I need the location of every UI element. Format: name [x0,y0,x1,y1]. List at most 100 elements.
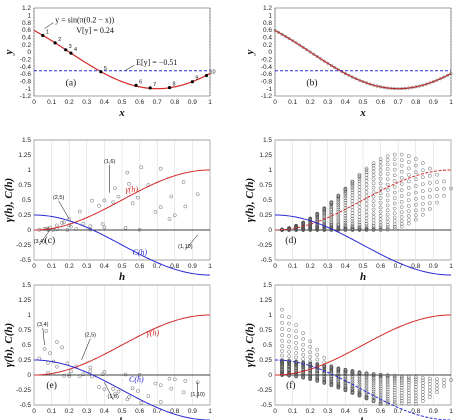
covariance-cloud-point [378,401,383,405]
variogram-cloud-point [406,209,411,214]
grid-sample-point [389,86,393,90]
variogram-cloud-point [350,223,355,228]
covariance-cloud-point [371,385,376,390]
variogram-cloud-point [364,190,369,194]
x-tick-label: 0 [32,99,36,106]
variogram-cloud-point [406,204,411,208]
y-tick-label: 1 [27,312,31,319]
covariance-cloud-point [123,372,128,377]
covariance-cloud-point [392,385,397,390]
covariance-cloud-point [435,377,439,381]
grid-sample-point [421,83,425,87]
covariance-cloud-point [399,391,404,395]
covariance-cloud-point [364,371,369,376]
variogram-cloud-point [336,194,341,199]
covariance-cloud-point [146,394,151,399]
variogram-cloud-point [169,194,174,199]
variogram-cloud-point [399,199,404,204]
covariance-cloud-point [442,381,446,385]
y-tick-label: 0.8 [263,20,272,27]
covariance-cloud-point [301,352,305,357]
y-tick-label: -0.25 [257,242,272,249]
variogram-cloud-point [343,216,348,220]
covariance-cloud-point [343,386,348,391]
variogram-cloud-point [336,226,341,231]
variogram-cloud-point [322,212,327,217]
covariance-cloud-point [46,361,50,365]
variogram-cloud-point [399,210,404,215]
grid-sample-point [375,84,379,88]
covariance-cloud-point [280,365,284,369]
covariance-cloud-point [322,365,327,370]
covariance-cloud-point [287,369,291,374]
x-axis-label: h [360,271,366,283]
covariance-cloud-point [378,393,383,397]
grid-sample-point [315,55,319,59]
panel-label: (a) [66,78,77,89]
variogram-cloud-point [336,224,341,229]
variogram-cloud-point [399,222,404,226]
variogram-cloud-point [153,210,158,214]
x-tick-label: 0.5 [358,263,367,270]
variogram-cloud-point [301,225,305,229]
covariance-cloud-point [428,379,432,384]
variogram-cloud-point [421,175,425,180]
variogram-cloud-point [336,205,341,210]
variogram-cloud-point [406,173,411,177]
covariance-cloud-point [435,390,439,394]
x-tick-label: 0.7 [394,263,403,270]
variogram-cloud-point [385,167,390,171]
covariance-cloud-point [413,375,418,380]
covariance-cloud-point [392,373,397,378]
plot-frame [33,7,211,97]
covariance-cloud-point [280,314,284,319]
covariance-cloud-point [378,388,383,393]
covariance-cloud-point [378,380,383,384]
x-tick-label: 0.6 [376,408,385,415]
covariance-cloud-point [350,380,355,385]
covariance-cloud-point [413,390,418,395]
variogram-cloud-point [392,157,397,162]
covariance-cloud-point [378,372,383,377]
variogram-cloud-point [315,215,320,220]
variogram-cloud-point [413,184,418,188]
covariance-cloud-point [181,390,186,395]
covariance-cloud-point [280,333,284,337]
covariance-cloud-point [329,369,334,374]
covariance-cloud-point [336,384,341,389]
covariance-cloud-point [308,339,313,344]
covariance-cloud-point [350,373,355,378]
grid-sample-point [305,48,309,52]
variogram-cloud-point [399,218,404,223]
variogram-cloud-point [322,217,327,222]
variogram-cloud-point [399,224,404,229]
covariance-cloud-point [371,381,376,385]
variogram-cloud-point [399,152,404,157]
variogram-cloud-point [181,180,186,184]
variogram-cloud-point [371,203,376,208]
covariance-cloud-point [350,388,355,393]
covariance-cloud-point [308,355,313,359]
gamma-label: γ(h) [126,185,139,194]
grid-sample-point [280,32,284,36]
covariance-cloud-point [357,393,362,397]
covariance-cloud-point [322,376,327,381]
variogram-cloud-point [111,200,116,205]
covariance-cloud-point [392,402,397,406]
grid-sample-point [431,80,435,84]
grid-sample-point [361,80,365,84]
variogram-cloud-point [421,182,425,187]
grid-sample-point [326,61,330,65]
covariance-cloud-point [301,337,305,341]
variogram-cloud-point [392,162,397,167]
variogram-cloud-point [428,181,432,185]
covariance-cloud-point [406,374,411,379]
covariance-cloud-point [343,387,348,392]
variogram-cloud-point [350,186,355,190]
mean-label: E[y] = −0.51 [136,58,177,67]
x-tick-label: 0.8 [411,263,420,270]
covariance-cloud-point [343,385,348,390]
y-tick-label: -0.6 [20,71,32,78]
covariance-cloud-point [406,401,411,406]
